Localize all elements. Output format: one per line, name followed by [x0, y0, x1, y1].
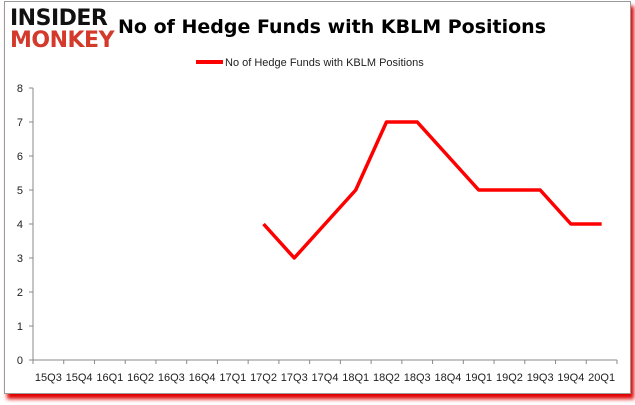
- y-tick-label: 2: [17, 287, 23, 299]
- y-tick-label: 0: [17, 355, 23, 367]
- y-tick-label: 6: [17, 151, 23, 163]
- legend: No of Hedge Funds with KBLM Positions: [196, 57, 424, 69]
- x-tick-label: 17Q3: [281, 372, 308, 384]
- x-tick-label: 19Q1: [465, 372, 492, 384]
- x-tick-label: 17Q1: [219, 372, 246, 384]
- x-tick-label: 16Q1: [96, 372, 123, 384]
- chart-title: No of Hedge Funds with KBLM Positions: [118, 16, 546, 38]
- legend-label: No of Hedge Funds with KBLM Positions: [225, 57, 424, 69]
- y-tick-label: 8: [17, 83, 23, 95]
- x-tick-label: 19Q3: [527, 372, 554, 384]
- x-tick-label: 17Q4: [312, 372, 339, 384]
- x-tick-label: 15Q4: [66, 372, 93, 384]
- x-tick-label: 19Q2: [496, 372, 523, 384]
- x-tick-label: 16Q4: [189, 372, 216, 384]
- logo-line2: MONKEY: [10, 28, 116, 53]
- x-tick-label: 18Q3: [404, 372, 431, 384]
- logo-line1: INSIDER: [10, 6, 108, 31]
- x-tick-label: 15Q3: [35, 372, 62, 384]
- x-tick-label: 19Q4: [557, 372, 584, 384]
- x-tick-label: 18Q1: [342, 372, 369, 384]
- x-tick-label: 16Q2: [127, 372, 154, 384]
- x-tick-label: 18Q2: [373, 372, 400, 384]
- y-tick-label: 5: [17, 185, 23, 197]
- y-tick-label: 1: [17, 321, 23, 333]
- x-tick-label: 20Q1: [588, 372, 615, 384]
- series-line: [262, 120, 602, 260]
- chart-frame: [4, 1, 631, 394]
- x-tick-label: 16Q3: [158, 372, 185, 384]
- insider-monkey-logo: INSIDER MONKEY: [10, 6, 116, 53]
- y-tick-label: 4: [17, 219, 23, 231]
- y-tick-label: 3: [17, 253, 23, 265]
- x-tick-label: 18Q4: [434, 372, 461, 384]
- x-tick-label: 17Q2: [250, 372, 277, 384]
- y-tick-label: 7: [17, 117, 23, 129]
